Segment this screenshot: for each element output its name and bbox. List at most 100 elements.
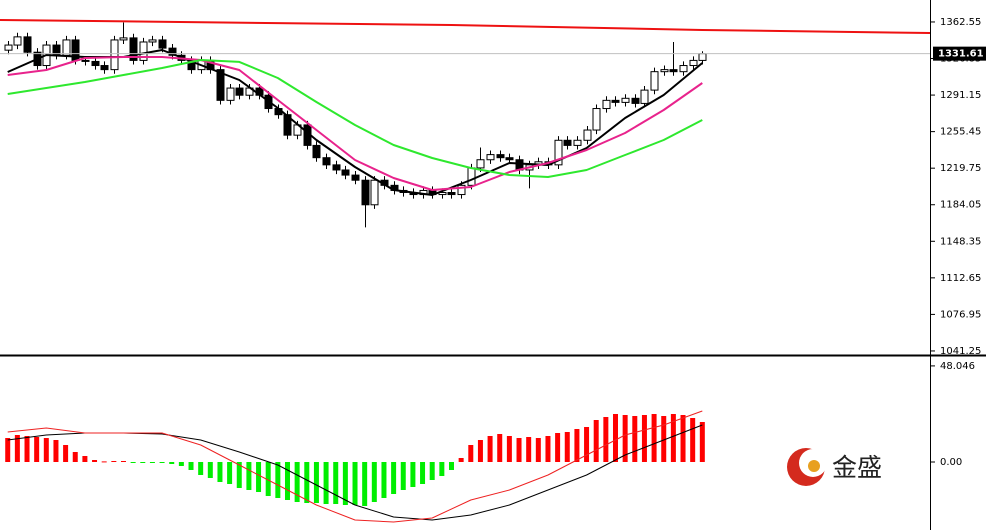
histogram-bar — [294, 462, 300, 502]
histogram-bar — [555, 433, 561, 462]
histogram-bar — [140, 462, 146, 463]
histogram-bar — [236, 462, 242, 488]
candle-body — [611, 99, 620, 103]
histogram-bar — [82, 456, 88, 462]
y-tick-label: 1076.95 — [940, 309, 981, 320]
candle-body — [698, 53, 707, 61]
candle-body — [341, 169, 350, 176]
histogram-bar — [5, 438, 11, 462]
y-tick-label: 1255.45 — [940, 127, 981, 138]
y-tick-label: 1291.15 — [940, 90, 981, 101]
histogram-bar — [63, 445, 69, 462]
candle-body — [361, 179, 370, 206]
y-tick-label: 1112.65 — [940, 273, 981, 284]
histogram-bar — [24, 436, 30, 462]
candle-body — [332, 164, 341, 171]
candle-body — [370, 179, 379, 206]
candle-body — [129, 37, 138, 61]
candle-body — [81, 59, 90, 62]
candle-body — [447, 192, 456, 196]
candle-body — [322, 157, 331, 166]
watermark-text: 金盛 — [832, 453, 882, 482]
candle-body — [621, 97, 630, 103]
y-tick-label: 48.046 — [940, 361, 975, 372]
candle-body — [13, 36, 22, 46]
histogram-bar — [516, 438, 522, 462]
histogram-bar — [323, 462, 329, 504]
line-series — [7, 410, 703, 523]
histogram-bar — [429, 462, 435, 480]
histogram-bar — [497, 434, 503, 462]
histogram-bar — [178, 462, 184, 466]
candle-body — [283, 114, 292, 136]
candle-body — [554, 139, 563, 166]
histogram-bar — [468, 445, 474, 462]
histogram-bar — [159, 462, 165, 463]
candle-body — [457, 184, 466, 196]
histogram-bar — [526, 437, 532, 462]
histogram-bar — [564, 432, 570, 462]
plot-layer: 1362.551326.851291.151255.451219.751184.… — [0, 17, 986, 523]
histogram-bar — [670, 414, 676, 462]
candle-body — [669, 69, 678, 73]
y-tick-label: 1184.05 — [940, 200, 981, 211]
histogram-bar — [207, 462, 213, 478]
logo-dot — [808, 460, 820, 472]
histogram-bar — [680, 415, 686, 462]
candle-body — [139, 41, 148, 61]
histogram-bar — [603, 417, 609, 462]
histogram-bar — [53, 440, 59, 462]
histogram-bar — [448, 462, 454, 470]
histogram-bar — [506, 436, 512, 462]
histogram-bar — [410, 462, 416, 487]
candle-body — [505, 157, 514, 161]
histogram-bar — [439, 462, 445, 476]
candle-body — [467, 167, 476, 186]
candle-body — [23, 36, 32, 53]
histogram-bar — [622, 415, 628, 462]
candle-body — [650, 71, 659, 91]
candle-body — [62, 39, 71, 56]
histogram-bar — [92, 460, 98, 462]
histogram-bar — [313, 462, 319, 503]
candle-body — [110, 39, 119, 71]
histogram-bar — [111, 461, 117, 462]
histogram-bar — [584, 427, 590, 462]
candle-body — [119, 37, 128, 41]
histogram-bar — [420, 462, 426, 484]
histogram-bar — [275, 462, 281, 498]
candle-body — [583, 129, 592, 141]
candle-body — [660, 69, 669, 73]
candle-body — [312, 144, 321, 159]
histogram-bar — [333, 462, 339, 504]
histogram-bar — [477, 440, 483, 462]
histogram-bar — [130, 462, 136, 463]
current-price-label: 1331.61 — [938, 49, 984, 60]
candle-body — [689, 59, 698, 67]
candle-body — [235, 87, 244, 96]
y-tick-label: 1362.55 — [940, 17, 981, 28]
histogram-bar — [352, 462, 358, 505]
candle-body — [496, 154, 505, 159]
histogram-bar — [651, 414, 657, 462]
histogram-bar — [632, 416, 638, 462]
histogram-bar — [400, 462, 406, 490]
histogram-bar — [381, 462, 387, 498]
y-tick-label: 1148.35 — [940, 236, 981, 247]
candle-body — [216, 69, 225, 101]
line-series — [7, 59, 703, 178]
histogram-bar — [34, 437, 40, 462]
histogram-bar — [227, 462, 233, 484]
histogram-bar — [43, 438, 49, 462]
histogram-bar — [149, 462, 155, 463]
candle-body — [476, 159, 485, 169]
histogram-bar — [14, 435, 20, 462]
candle-body — [679, 65, 688, 73]
histogram-bar — [342, 462, 348, 505]
candle-body — [351, 174, 360, 181]
histogram-bar — [612, 414, 618, 462]
candle-body — [592, 108, 601, 131]
